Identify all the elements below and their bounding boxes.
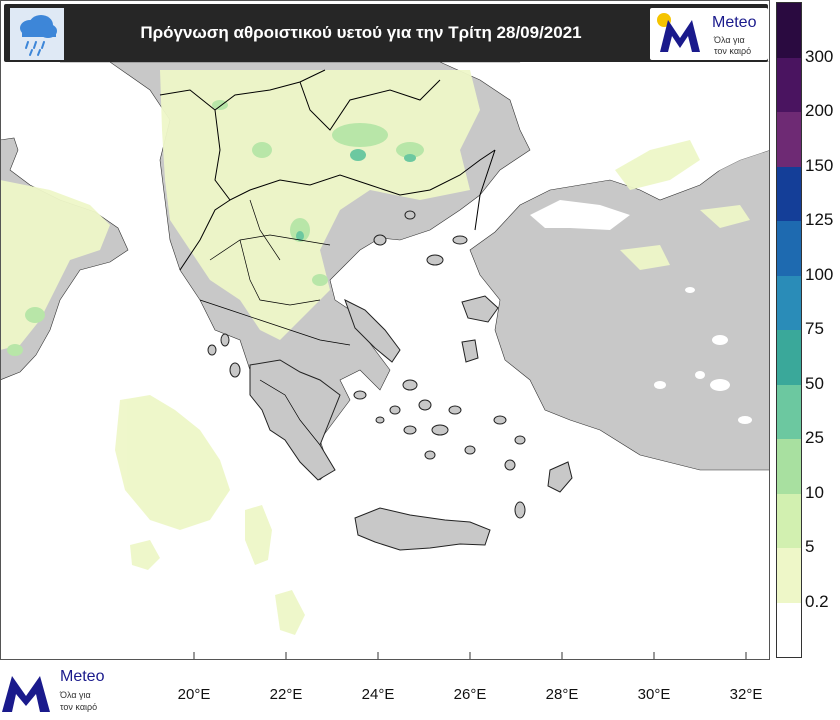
map-title: Πρόγνωση αθροιστικού υετού για την Τρίτη… — [140, 23, 582, 42]
x-axis-ticks — [193, 652, 747, 660]
legend-cell — [777, 3, 801, 58]
legend-label: 75 — [805, 319, 824, 338]
legend-label: 200 — [805, 101, 834, 120]
logo-name: Meteo — [712, 14, 757, 31]
legend-cell — [777, 166, 801, 221]
legend-label: 0.2 — [805, 591, 829, 611]
rain-light — [0, 70, 750, 635]
x-tick-label: 30°E — [637, 686, 671, 703]
x-tick-label: 24°E — [361, 686, 395, 703]
sea-marmara — [530, 200, 630, 230]
map-canvas — [0, 0, 770, 660]
legend-label: 5 — [805, 537, 815, 556]
sea-black — [520, 62, 770, 190]
map-frame — [0, 0, 770, 660]
land-chios — [461, 339, 479, 363]
lakes — [654, 287, 752, 424]
logo-tagline-2: τον καιρό — [714, 46, 752, 56]
legend-label: 25 — [805, 428, 824, 447]
land-peloponnese — [249, 359, 341, 481]
bottom-logo-name: Meteo — [60, 668, 105, 685]
rain-heavy — [296, 149, 416, 241]
legend-cell — [777, 57, 801, 112]
legend-label: 10 — [805, 482, 824, 502]
country-borders — [159, 69, 496, 271]
land-euboea — [344, 298, 401, 363]
legend-cell — [777, 384, 801, 439]
x-tick-label: 28°E — [545, 686, 579, 703]
logo-tagline-1: Όλα για — [714, 35, 745, 45]
x-tick-label: 32°E — [729, 686, 763, 703]
header-bar: Πρόγνωση αθροιστικού υετού για την Τρίτη… — [4, 4, 768, 62]
meteo-logo: Meteo Όλα για τον καιρό — [650, 8, 768, 60]
regional-borders — [199, 199, 351, 446]
legend-cell — [777, 221, 801, 276]
x-tick-label: 26°E — [453, 686, 487, 703]
legend-label: 125 — [805, 210, 834, 229]
legend-label: 150 — [805, 155, 834, 175]
legend-cell — [777, 275, 801, 330]
land-cyclades — [207, 210, 526, 519]
meteo-logo-bottom: Meteo Όλα για τον καιρό — [0, 664, 120, 718]
legend-cell — [777, 602, 801, 657]
bottom-logo-tagline-2: τον καιρό — [60, 702, 98, 712]
legend-label: 100 — [805, 264, 834, 284]
legend-cell — [777, 493, 801, 548]
legend-cell — [777, 548, 801, 603]
land-crete — [354, 507, 491, 551]
land-lesvos — [461, 295, 499, 323]
precipitation-map — [0, 0, 770, 660]
legend-cell — [777, 330, 801, 385]
legend-label: 300 — [805, 46, 834, 66]
rain-cloud-icon — [10, 8, 64, 60]
legend-colorbar — [776, 2, 802, 658]
x-tick-label: 20°E — [177, 686, 211, 703]
legend-label: 50 — [805, 373, 824, 393]
legend-cell — [777, 112, 801, 167]
legend-cell — [777, 439, 801, 494]
land-rhodes — [547, 461, 573, 493]
x-tick-label: 22°E — [269, 686, 303, 703]
bottom-logo-tagline-1: Όλα για — [60, 690, 91, 700]
rain-moderate — [7, 100, 424, 356]
